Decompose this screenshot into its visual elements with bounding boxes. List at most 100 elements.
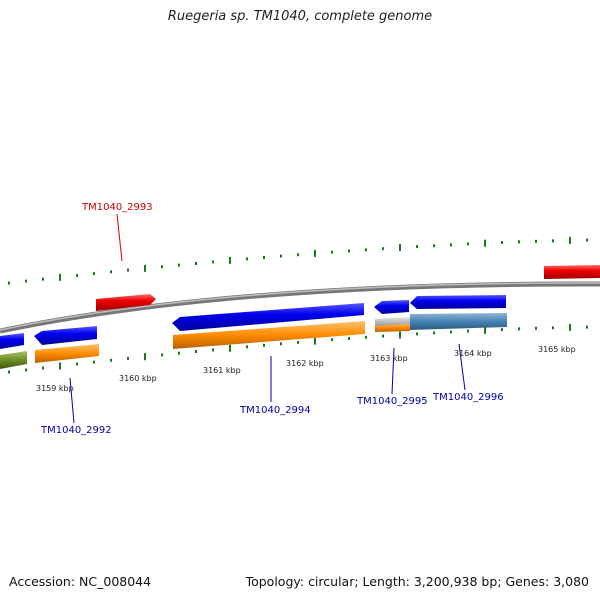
skew-tick — [331, 338, 333, 342]
gene-arrow[interactable] — [34, 326, 97, 345]
skew-tick — [246, 345, 248, 349]
skew-tick — [433, 331, 435, 335]
feature-block[interactable] — [410, 313, 507, 330]
gene-arrow[interactable] — [374, 300, 409, 314]
scale-tick-label: 3160 kbp — [119, 374, 157, 383]
skew-tick — [144, 264, 146, 272]
skew-tick — [348, 337, 350, 340]
scale-tick-label: 3164 kbp — [454, 349, 492, 358]
skew-tick — [280, 342, 282, 346]
skew-tick — [552, 326, 554, 330]
gene-label[interactable]: TM1040_2994 — [239, 405, 311, 416]
gene-label[interactable]: TM1040_2995 — [356, 396, 428, 407]
accession-value: NC_008044 — [79, 574, 152, 589]
skew-tick — [25, 279, 27, 283]
skew-tick — [365, 248, 367, 252]
skew-tick — [110, 358, 112, 362]
label-leader — [458, 343, 466, 391]
skew-tick — [195, 262, 197, 265]
skew-tick — [229, 344, 231, 352]
gene-arrow[interactable] — [96, 294, 156, 311]
accession-label: Accession: — [9, 574, 76, 589]
skew-tick — [178, 263, 180, 267]
feature-block[interactable] — [35, 344, 99, 363]
scale-tick-label: 3163 kbp — [370, 354, 408, 363]
genome-backbone — [0, 281, 600, 334]
skew-tick — [416, 245, 418, 249]
scale-tick-label: 3165 kbp — [538, 345, 576, 354]
skew-tick — [195, 350, 197, 353]
skew-tick — [535, 239, 537, 243]
genes-label: Genes: — [505, 574, 550, 589]
skew-tick — [314, 249, 316, 257]
skew-tick — [348, 249, 350, 253]
skew-tick — [314, 337, 316, 345]
skew-tick — [382, 334, 384, 338]
skew-tick — [59, 362, 61, 370]
skew-tick — [450, 243, 452, 247]
map-title: Ruegeria sp. TM1040, complete genome — [167, 9, 433, 24]
feature-block[interactable] — [375, 317, 410, 326]
skew-tick — [280, 254, 282, 258]
skew-tick — [42, 277, 44, 281]
skew-tick — [484, 239, 486, 247]
skew-tick — [8, 370, 10, 374]
skew-tick — [229, 256, 231, 264]
gene-label[interactable]: TM1040_2992 — [40, 425, 112, 436]
topology-label: Topology: — [245, 574, 305, 589]
skew-tick — [484, 326, 486, 334]
skew-tick — [518, 240, 520, 244]
skew-tick — [42, 366, 44, 370]
skew-tick — [297, 253, 299, 257]
skew-tick — [569, 323, 571, 331]
feature-block[interactable] — [173, 321, 365, 349]
skew-tick — [212, 348, 214, 352]
label-leader — [69, 377, 75, 424]
scale-tick-label: 3161 kbp — [203, 366, 241, 375]
skew-tick — [433, 244, 435, 248]
skew-tick — [93, 272, 95, 276]
skew-tick — [586, 238, 588, 242]
skew-tick — [161, 265, 163, 269]
skew-tick — [399, 331, 401, 339]
length-value: 3,200,938 bp — [413, 574, 498, 589]
skew-tick — [212, 260, 214, 264]
accession-info: Accession: NC_008044 — [9, 574, 151, 589]
skew-tick — [382, 247, 384, 251]
genome-stats: Topology: circular; Length: 3,200,938 bp… — [245, 574, 589, 589]
topology-value: circular — [308, 574, 355, 589]
length-label: Length: — [362, 574, 410, 589]
skew-tick — [365, 335, 367, 339]
skew-tick — [263, 343, 265, 347]
skew-tick — [144, 353, 146, 361]
gene-arrow[interactable] — [0, 333, 24, 349]
skew-tick — [535, 326, 537, 330]
skew-tick — [331, 250, 333, 254]
gene-arrow[interactable] — [544, 265, 600, 279]
skew-tick — [552, 239, 554, 243]
skew-tick — [76, 273, 78, 277]
gene-arrow[interactable] — [172, 303, 364, 331]
gene-label[interactable]: TM1040_2996 — [432, 392, 504, 403]
skew-tick — [8, 281, 10, 285]
feature-block[interactable] — [0, 351, 27, 369]
skew-tick — [110, 270, 112, 274]
skew-tick — [59, 273, 61, 281]
skew-tick — [25, 368, 27, 372]
skew-tick — [569, 236, 571, 244]
gene-label[interactable]: TM1040_2993 — [81, 202, 153, 213]
skew-tick — [263, 256, 265, 259]
gene-arrow[interactable] — [410, 295, 506, 309]
skew-tick — [76, 362, 78, 366]
skew-tick — [127, 356, 129, 360]
skew-tick — [467, 242, 469, 246]
skew-tick — [467, 329, 469, 333]
scale-tick-label: 3159 kbp — [36, 384, 74, 393]
skew-tick — [161, 353, 163, 357]
genes-value: 3,080 — [553, 574, 589, 589]
skew-tick — [399, 244, 401, 252]
gc-skew-outer-track — [8, 236, 588, 285]
skew-tick — [501, 328, 503, 332]
skew-tick — [246, 257, 248, 261]
